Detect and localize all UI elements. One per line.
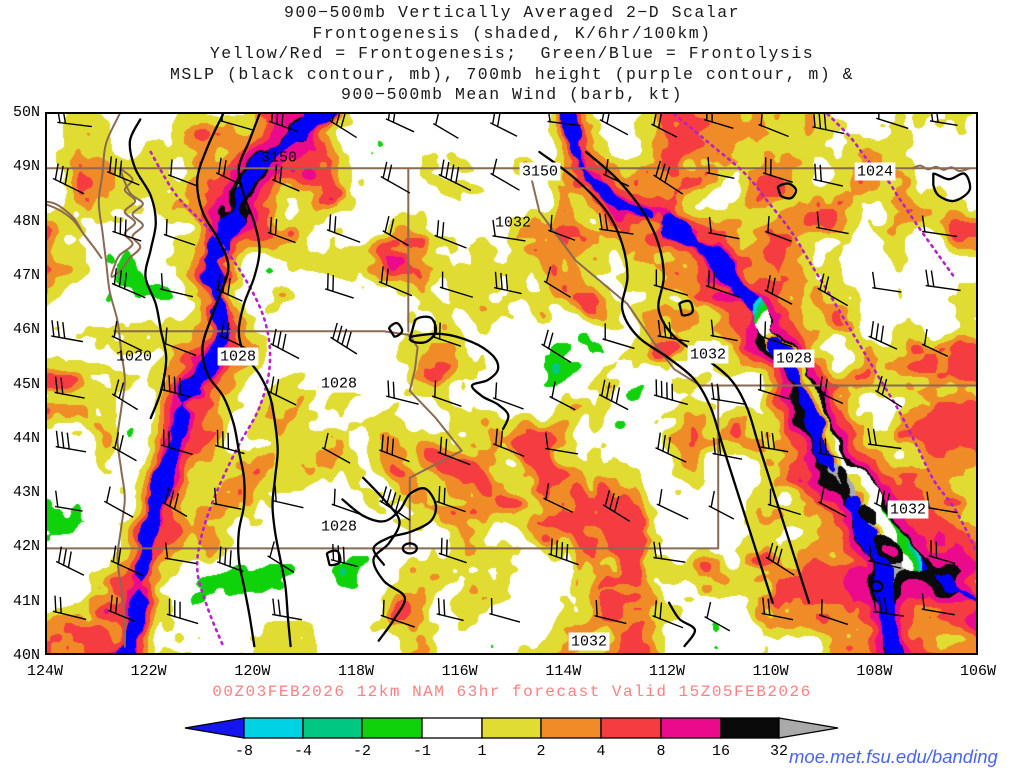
svg-text:8: 8 [656,743,665,760]
svg-text:3150: 3150 [522,164,558,181]
svg-text:1024: 1024 [857,164,893,181]
svg-text:1028: 1028 [776,351,812,368]
svg-text:1032: 1032 [890,502,926,519]
svg-text:1028: 1028 [321,519,357,536]
svg-text:16: 16 [712,743,730,760]
svg-text:1: 1 [477,743,486,760]
svg-text:1032: 1032 [495,215,531,232]
svg-text:1020: 1020 [116,349,152,366]
svg-text:-4: -4 [294,743,312,760]
svg-text:1032: 1032 [690,347,726,364]
svg-text:-2: -2 [353,743,371,760]
svg-text:1028: 1028 [220,349,256,366]
svg-text:-8: -8 [235,743,253,760]
svg-text:1032: 1032 [571,634,607,651]
svg-text:4: 4 [596,743,605,760]
svg-text:-1: -1 [413,743,431,760]
svg-text:32: 32 [770,743,788,760]
svg-text:3150: 3150 [261,150,297,167]
svg-text:1028: 1028 [321,376,357,393]
svg-text:2: 2 [536,743,545,760]
